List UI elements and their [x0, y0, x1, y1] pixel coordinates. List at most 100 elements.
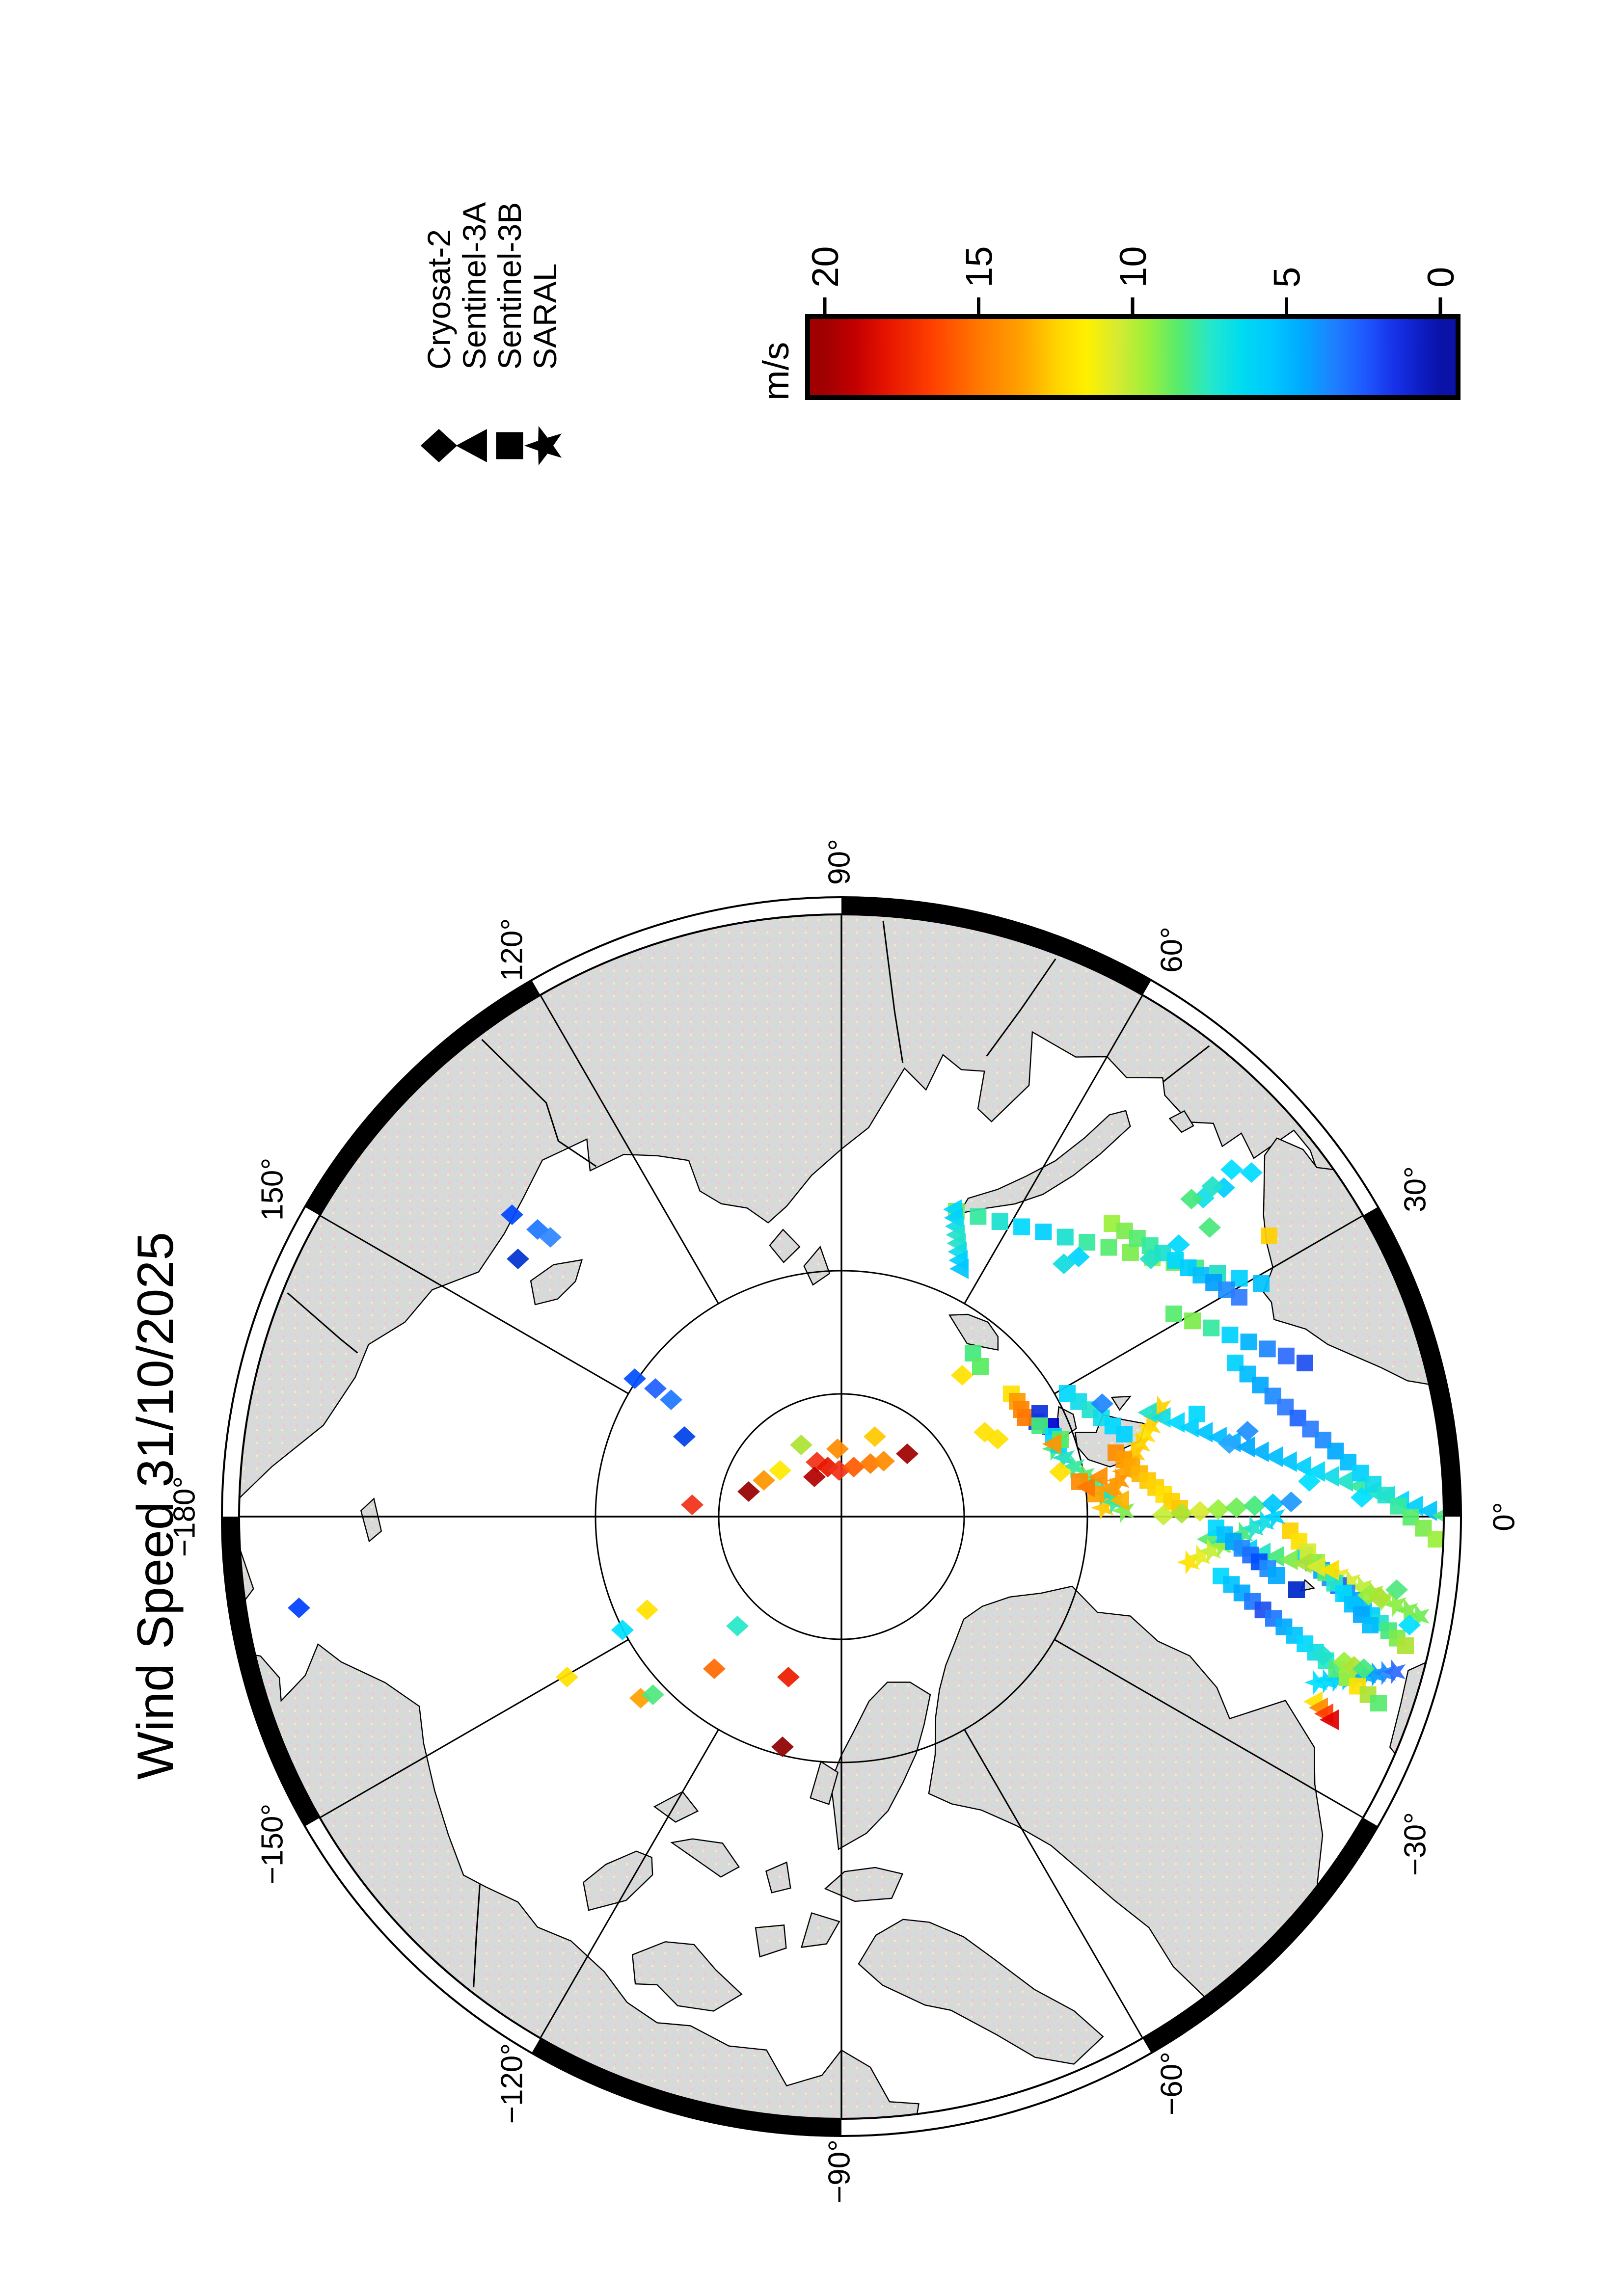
track-point — [1252, 1376, 1269, 1393]
track-t — [1303, 1691, 1339, 1730]
lon-label-60: 60° — [1155, 927, 1189, 973]
meridian-60 — [964, 994, 1143, 1304]
track-point — [1264, 1388, 1281, 1405]
data-point — [1236, 1421, 1259, 1442]
data-point — [826, 1439, 849, 1459]
land-north-america — [239, 1643, 920, 2119]
star-icon — [524, 426, 562, 466]
track-point — [1320, 1560, 1339, 1580]
land-victoria-island — [631, 1941, 743, 2012]
legend-label-sentinel3a: Sentinel-3A — [456, 202, 492, 370]
ring-black-arc — [1142, 1817, 1378, 2053]
track-point — [1337, 1569, 1361, 1594]
land-baffin-island — [858, 1919, 1104, 2065]
track-point — [1203, 1319, 1220, 1336]
data-point — [673, 1426, 696, 1447]
track-point — [1334, 1471, 1353, 1492]
track-point — [1320, 1466, 1339, 1487]
track-point — [1170, 1503, 1193, 1524]
data-point — [737, 1481, 760, 1502]
data-point — [790, 1435, 812, 1455]
lon-label-240: −120° — [495, 2043, 529, 2124]
data-point — [771, 1736, 794, 1757]
data-point — [501, 1204, 523, 1225]
track-point — [1370, 1695, 1387, 1711]
track-point — [1277, 1451, 1297, 1472]
track-point — [1304, 1670, 1327, 1695]
track-point — [1137, 1402, 1157, 1423]
triangle-icon — [456, 428, 487, 463]
track-point — [1428, 1531, 1444, 1548]
data-point — [1091, 1393, 1113, 1414]
track-point — [1177, 1550, 1200, 1575]
data-point — [872, 1451, 895, 1471]
data-point — [769, 1460, 791, 1481]
land-axel-heiberg-island — [810, 1761, 839, 1805]
track-point — [1297, 1355, 1313, 1371]
track-point — [1362, 1617, 1379, 1633]
river-yenisei — [882, 920, 904, 1064]
data-point — [803, 1467, 826, 1487]
river-mackenzie — [473, 1884, 481, 1988]
track-s — [1282, 1522, 1379, 1633]
track-point — [1327, 1442, 1344, 1460]
ring-outer-edge — [221, 896, 1462, 2137]
data-point — [1189, 1406, 1205, 1422]
track-s — [1208, 1520, 1285, 1584]
data-point — [539, 1227, 562, 1248]
track-point — [1305, 1461, 1325, 1482]
track-point — [1122, 1244, 1139, 1261]
track-point — [1205, 1274, 1222, 1291]
longitude-labels: 0° 30° 60° 90° 120° 150° −180° −150° −120° −90° −6… — [167, 839, 1521, 2203]
track-point — [1207, 1499, 1230, 1520]
data-point — [1031, 1417, 1048, 1434]
data-point — [1198, 1217, 1221, 1238]
track-point — [1277, 1398, 1294, 1415]
track-point — [1141, 1237, 1159, 1254]
track-point — [1240, 1334, 1257, 1351]
colorbar-tick-label: 20 — [805, 246, 846, 288]
land-severnaya-zemlya-2 — [769, 1228, 801, 1263]
meridian-300 — [964, 1729, 1143, 2039]
land-devon-island — [824, 1867, 904, 1902]
data-point — [1201, 1176, 1224, 1197]
legend-label-saral: SARAL — [527, 264, 563, 370]
data-point — [1288, 1581, 1305, 1598]
track-point — [1218, 1281, 1235, 1298]
track-point — [1151, 1407, 1171, 1428]
track-point — [1292, 1553, 1312, 1574]
track-point — [1259, 1340, 1276, 1358]
data-point — [972, 1358, 989, 1375]
lon-label-150: 150° — [255, 1158, 289, 1221]
track-point — [1363, 1662, 1386, 1687]
diamond-icon — [420, 428, 458, 463]
track-point — [1365, 1475, 1382, 1493]
lon-label-30: 30° — [1398, 1166, 1432, 1212]
track-d — [1152, 1492, 1302, 1525]
track-point — [1192, 1267, 1210, 1283]
data-point — [965, 1345, 981, 1362]
data-point — [623, 1368, 646, 1389]
track-point — [1148, 1395, 1171, 1420]
track-point — [1249, 1442, 1269, 1462]
data-point — [1351, 1487, 1373, 1508]
lon-label-120: 120° — [495, 918, 529, 981]
ring-black-arc — [222, 1516, 320, 1826]
data-point — [1110, 1490, 1129, 1511]
track-point — [1349, 1575, 1373, 1600]
data-point — [726, 1616, 749, 1636]
track-point — [991, 1213, 1008, 1230]
meridian-240 — [540, 1729, 719, 2039]
track-point — [1277, 1347, 1295, 1364]
data-point — [1240, 1162, 1263, 1183]
data-point — [1398, 1615, 1421, 1635]
track-point — [1225, 1497, 1248, 1518]
track-point — [1262, 1504, 1285, 1529]
data-point — [288, 1598, 310, 1618]
track-point — [1352, 1465, 1369, 1482]
data-point — [644, 1378, 667, 1399]
data-point — [642, 1684, 664, 1705]
data-point — [556, 1667, 578, 1687]
colorbar-tick-label: 5 — [1267, 267, 1308, 288]
data-point — [1076, 1477, 1095, 1497]
